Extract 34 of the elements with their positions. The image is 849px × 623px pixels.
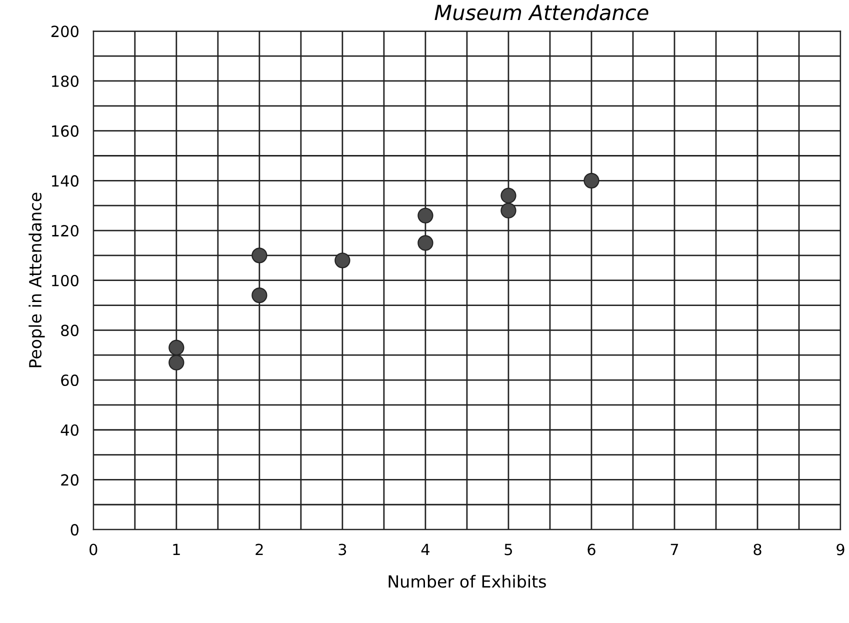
y-tick-label: 40: [60, 424, 78, 436]
x-tick-label: 7: [670, 544, 678, 556]
y-tick-label: 20: [61, 474, 78, 486]
point: [500, 202, 516, 218]
chart-title: Museum Attendance: [434, 4, 648, 20]
point: [584, 172, 600, 189]
x-tick-label: 8: [754, 544, 762, 556]
point: [168, 340, 184, 356]
y-tick-label: 60: [61, 374, 78, 386]
point: [500, 188, 516, 204]
point: [252, 248, 268, 264]
y-axis-title: People in Attendance: [28, 192, 45, 368]
x-tick-label: 3: [338, 544, 346, 556]
point: [418, 208, 434, 224]
x-tick-label: 2: [256, 544, 263, 556]
x-tick-label: 0: [90, 544, 98, 556]
y-tick-label: 80: [61, 324, 78, 336]
point: [252, 287, 268, 304]
x-tick-label: 6: [588, 544, 596, 556]
y-tick-label: 100: [52, 274, 78, 286]
x-tick-label: 5: [504, 544, 512, 556]
y-tick-label: 180: [52, 75, 78, 88]
y-tick-label: 120: [52, 224, 78, 237]
y-tick-label: 0: [70, 524, 78, 536]
y-tick-label: 200: [51, 26, 78, 38]
point: [168, 354, 184, 370]
point: [334, 252, 350, 268]
x-tick-label: 4: [421, 544, 430, 556]
point: [418, 235, 434, 251]
x-tick-label: 9: [836, 544, 844, 556]
x-tick-label: 1: [173, 544, 180, 556]
x-axis-title: Number of Exhibits: [388, 574, 546, 588]
y-tick-label: 160: [52, 125, 78, 137]
y-tick-label: 140: [52, 175, 78, 187]
